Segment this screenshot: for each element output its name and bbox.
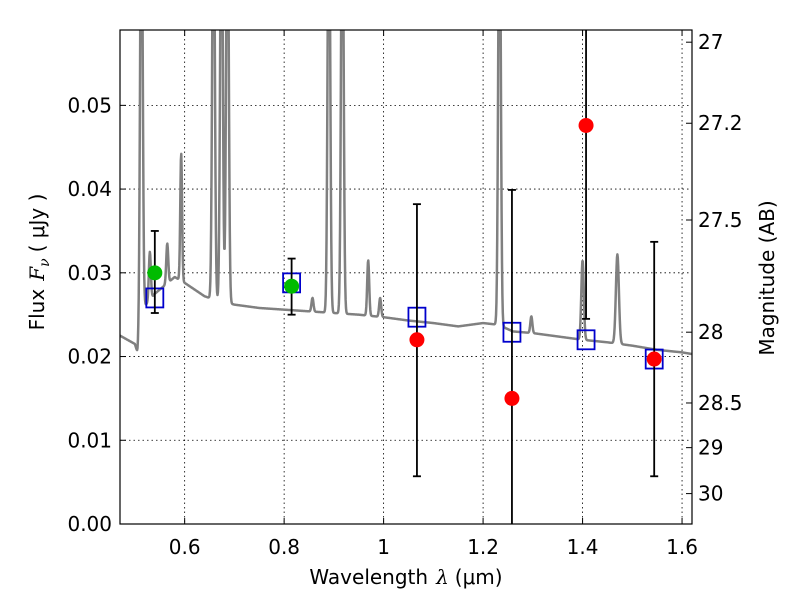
- x-tick-label: 1.4: [567, 535, 599, 559]
- model-band-square: [576, 329, 596, 351]
- y-tick-label: 0.05: [67, 93, 112, 117]
- observed-point: [646, 351, 662, 367]
- right-tick-label: 27.2: [698, 111, 743, 135]
- x-tick-label: 1.2: [467, 535, 499, 559]
- y-tick-label: 0.02: [67, 345, 112, 369]
- model-spectrum-layer: [120, 30, 692, 356]
- axis-ticks: 0.6 0.8 1 1.2 1.4 1.6 0.00 0.01 0.02 0.03 0.04 0.05…: [67, 30, 743, 559]
- x-tick-label: 0.6: [169, 535, 201, 559]
- y-axis-label: FluxFν( μJy ): [25, 194, 53, 331]
- model-spectrum-line: [120, 30, 692, 356]
- x-tick-label: 0.8: [268, 535, 300, 559]
- x-tick-label: 1.6: [666, 535, 698, 559]
- x-axis-label: Wavelength λ (μm): [309, 565, 502, 589]
- observed-point: [284, 278, 300, 294]
- y-tick-label: 0.00: [67, 512, 112, 536]
- right-tick-label: 27: [698, 30, 723, 54]
- right-tick-label: 29: [698, 436, 723, 460]
- observed-point: [409, 332, 425, 348]
- right-tick-label: 27.5: [698, 208, 743, 232]
- y-tick-label: 0.01: [67, 428, 112, 452]
- right-tick-label: 28: [698, 320, 723, 344]
- plot-frame: [119, 29, 693, 525]
- y-tick-label: 0.03: [67, 261, 112, 285]
- observed-point: [504, 390, 520, 406]
- right-axis-label: Magnitude (AB): [755, 200, 779, 355]
- observed-point: [147, 265, 163, 281]
- observed-point: [578, 117, 594, 133]
- right-tick-label: 30: [698, 482, 723, 506]
- x-tick-label: 1: [377, 535, 390, 559]
- data-points-layer: [145, 30, 664, 524]
- right-tick-label: 28.5: [698, 391, 743, 415]
- y-tick-label: 0.04: [67, 177, 112, 201]
